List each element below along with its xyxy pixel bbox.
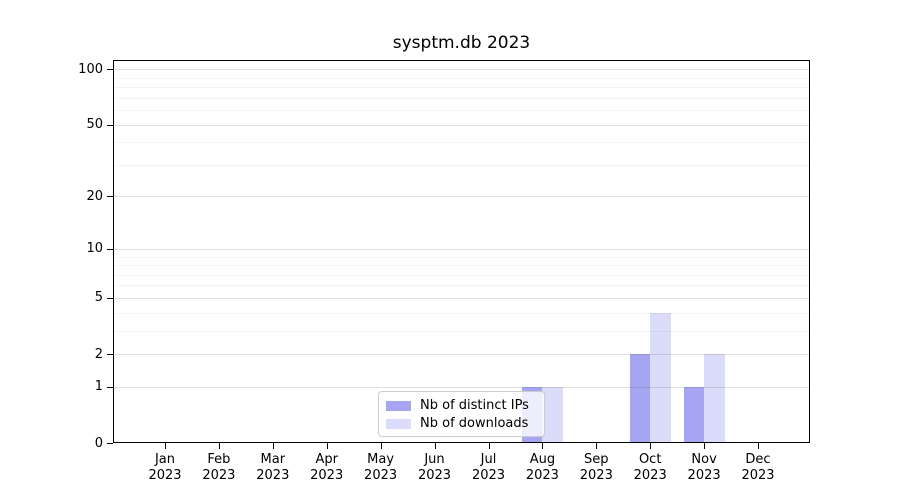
y-tick-mark [107,443,113,444]
x-tick-label: Aug 2023 [525,452,559,483]
x-tick-mark [380,443,382,449]
y-tick-label: 50 [86,117,103,132]
spine-top [113,60,810,61]
spine-bottom [113,442,810,443]
y-tick-mark [107,69,113,71]
bar-distinct-ips [629,354,651,443]
gridline-major [113,354,810,355]
gridline-minor [113,312,810,314]
gridline-major [113,248,810,250]
x-tick-mark [542,443,544,449]
x-tick-label: Feb 2023 [202,452,236,483]
x-tick-label: May 2023 [364,452,398,483]
y-tick-label: 100 [78,61,103,77]
gridline-minor [113,164,810,166]
y-tick-mark [107,386,113,388]
y-tick-label: 1 [94,379,103,395]
legend-label-distinct-ips: Nb of distinct IPs [420,398,529,413]
legend-label-downloads: Nb of downloads [420,416,529,431]
y-tick-mark [107,196,113,198]
x-tick-mark [326,443,328,449]
y-tick-label: 2 [94,346,103,362]
y-tick-mark [107,124,113,126]
x-tick-mark [218,443,220,449]
gridline-minor [113,142,810,144]
gridline-minor [113,274,810,276]
gridline-major [113,386,810,388]
legend-swatch-distinct-ips [386,400,411,411]
x-tick-mark [488,443,490,449]
gridline-major [113,69,810,71]
y-tick-label: 0 [94,435,103,451]
gridline-minor [113,285,810,287]
chart-title: sysptm.db 2023 [392,33,531,53]
y-tick-label: 20 [86,188,103,204]
gridline-minor [113,330,810,332]
x-tick-mark [704,443,706,449]
gridline-major [113,196,810,198]
y-tick-label: 10 [86,241,103,257]
bar-distinct-ips [683,386,705,443]
x-tick-label: Jan 2023 [148,452,182,483]
x-tick-mark [165,443,166,449]
bar-downloads [650,312,671,443]
gridline-minor [113,265,810,266]
gridline-minor [113,97,810,99]
y-tick-label: 5 [94,290,103,306]
x-tick-mark [272,443,274,449]
gridline-minor [113,109,810,111]
x-tick-label: Mar 2023 [256,452,290,483]
gridline-minor [113,256,810,258]
x-tick-label: Dec 2023 [741,452,775,483]
legend-item-distinct-ips: Nb of distinct IPs [386,397,537,414]
x-tick-label: Oct 2023 [633,452,667,483]
spine-left [113,60,114,443]
legend-swatch-downloads [386,418,411,429]
x-tick-mark [650,443,652,449]
legend-item-downloads: Nb of downloads [386,415,537,432]
plot-area [113,60,810,443]
gridline-minor [113,87,810,88]
spine-right [809,60,810,443]
x-tick-mark [434,443,436,449]
x-tick-label: Apr 2023 [310,452,344,483]
y-tick-mark [107,297,113,299]
x-tick-label: Jun 2023 [417,452,452,483]
x-tick-label: Nov 2023 [687,452,721,483]
x-tick-mark [758,443,759,449]
bar-downloads [542,386,563,443]
y-tick-mark [107,248,113,250]
gridline-major [113,124,810,126]
x-tick-label: Sep 2023 [579,452,613,483]
bar-downloads [704,354,725,443]
x-tick-mark [596,443,598,449]
y-tick-mark [107,354,113,355]
legend: Nb of distinct IPs Nb of downloads [378,391,545,437]
gridline-major [113,297,810,299]
x-tick-label: Jul 2023 [471,452,506,483]
gridline-minor [113,77,810,79]
